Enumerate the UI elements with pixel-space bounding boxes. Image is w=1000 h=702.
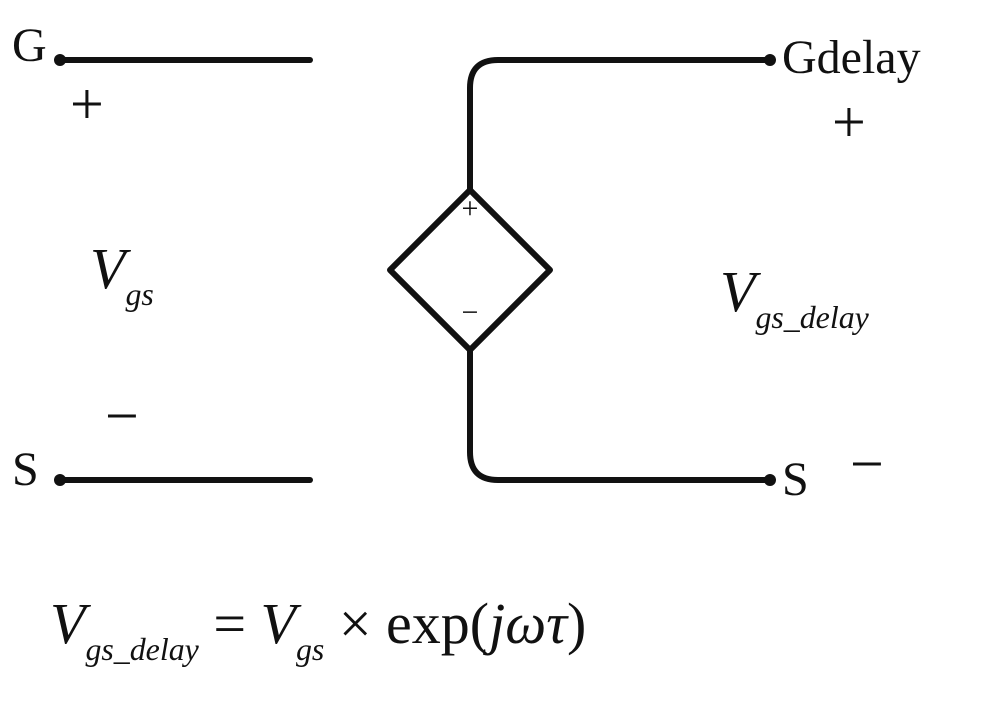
equation: Vgs_delay = Vgs × exp(jωτ) [50, 590, 586, 664]
terminal-S-label: S [12, 442, 39, 497]
terminal-Gdelay-plus: + [832, 88, 866, 157]
terminal-G-label: G [12, 18, 47, 73]
terminal-S-minus: − [105, 382, 139, 451]
svg-text:−: − [462, 296, 479, 329]
terminal-Gdelay-label: Gdelay [782, 30, 921, 85]
circuit-diagram: + − G + S − Gdelay + S − Vgs Vgs_delay Vg… [0, 0, 1000, 702]
svg-text:+: + [462, 192, 479, 225]
vgs-delay-label: Vgs_delay [720, 258, 869, 332]
vgs-label: Vgs [90, 235, 154, 309]
terminal-Sdelay-minus: − [850, 430, 884, 499]
terminal-G-plus: + [70, 70, 104, 139]
terminal-Sdelay-label: S [782, 452, 809, 507]
